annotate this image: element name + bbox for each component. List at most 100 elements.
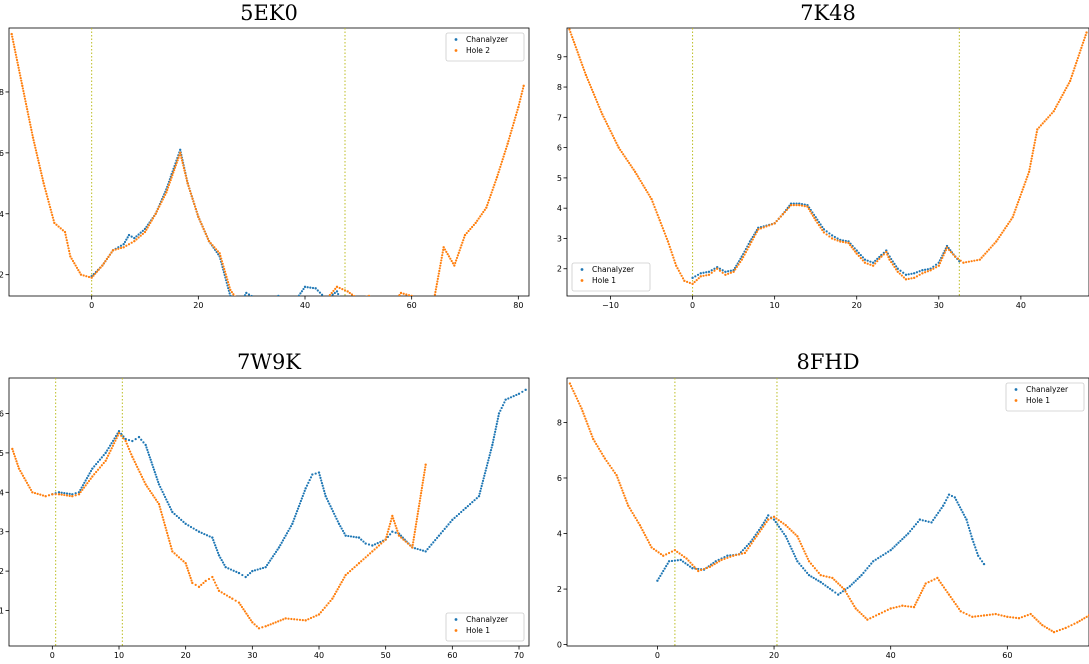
data-point	[732, 270, 735, 273]
data-point	[973, 259, 976, 262]
data-point	[315, 614, 318, 617]
data-point	[464, 506, 467, 510]
data-point	[110, 251, 113, 254]
x-tick-label: 30	[247, 651, 257, 660]
data-point	[927, 581, 930, 584]
data-point	[833, 578, 836, 581]
data-point	[171, 174, 174, 177]
data-point	[1058, 98, 1062, 101]
data-point	[297, 294, 301, 296]
data-point	[905, 534, 908, 537]
data-point	[975, 549, 978, 552]
data-point	[1008, 220, 1011, 223]
data-point	[419, 497, 422, 500]
data-point	[43, 187, 47, 190]
data-point	[192, 527, 195, 530]
data-point	[333, 291, 336, 295]
data-point	[166, 188, 169, 192]
data-point	[88, 472, 91, 475]
data-point	[257, 627, 261, 630]
data-point	[1030, 157, 1033, 160]
data-point	[649, 195, 652, 198]
data-point	[1035, 133, 1038, 136]
data-point	[433, 299, 435, 301]
data-point	[116, 434, 119, 437]
data-point	[729, 271, 732, 274]
data-point	[73, 262, 76, 265]
data-point	[182, 560, 185, 563]
data-point	[187, 569, 190, 572]
data-point	[442, 246, 445, 249]
data-point	[272, 622, 275, 625]
data-point	[979, 557, 982, 560]
data-point	[296, 303, 298, 305]
data-point	[834, 591, 837, 594]
data-point	[645, 536, 648, 539]
data-point	[982, 254, 985, 257]
data-point	[246, 573, 249, 577]
data-point	[195, 529, 198, 532]
data-point	[371, 299, 373, 301]
data-point	[781, 213, 785, 216]
data-point	[1082, 39, 1086, 42]
data-point	[395, 527, 398, 530]
data-point	[222, 265, 225, 268]
data-point	[688, 565, 692, 568]
data-point	[139, 234, 142, 237]
data-point	[718, 560, 721, 563]
data-point	[830, 234, 834, 237]
data-point	[60, 491, 63, 494]
data-point	[943, 501, 946, 505]
data-point	[954, 255, 957, 258]
data-point	[817, 571, 820, 574]
data-point	[325, 497, 328, 500]
data-point	[200, 531, 203, 534]
data-point	[317, 613, 321, 616]
data-point	[27, 113, 30, 116]
data-point	[747, 547, 750, 550]
data-point	[450, 259, 453, 263]
data-point	[179, 151, 182, 155]
data-point	[242, 608, 245, 611]
data-point	[13, 48, 16, 51]
data-point	[705, 566, 709, 569]
data-point	[57, 225, 60, 228]
data-point	[211, 575, 214, 579]
data-point	[579, 58, 582, 61]
data-point	[46, 195, 49, 198]
data-point	[166, 531, 169, 535]
data-point	[426, 310, 428, 312]
data-point	[896, 270, 899, 273]
data-point	[1075, 62, 1078, 65]
data-point	[239, 603, 242, 606]
data-point	[500, 163, 503, 166]
data-point	[1078, 619, 1081, 623]
data-point	[323, 295, 325, 296]
data-point	[689, 561, 692, 564]
data-point	[924, 519, 927, 523]
data-point	[295, 512, 298, 515]
data-point	[147, 487, 150, 490]
data-point	[743, 253, 746, 256]
data-point	[250, 313, 252, 315]
data-point	[930, 579, 933, 582]
data-point	[640, 182, 644, 185]
data-point	[317, 471, 321, 474]
data-point	[180, 156, 183, 160]
data-point	[723, 557, 726, 560]
data-point	[882, 251, 885, 254]
data-point	[965, 518, 968, 521]
data-point	[282, 301, 284, 303]
data-point	[591, 91, 595, 94]
data-point	[131, 439, 134, 443]
data-point	[1029, 612, 1032, 616]
data-point	[105, 457, 108, 460]
data-point	[723, 556, 726, 559]
data-point	[413, 547, 417, 550]
data-point	[693, 565, 696, 568]
data-point	[910, 277, 913, 280]
data-point	[1027, 170, 1031, 174]
data-point	[893, 545, 896, 548]
data-point	[375, 546, 378, 549]
data-point	[27, 484, 30, 487]
